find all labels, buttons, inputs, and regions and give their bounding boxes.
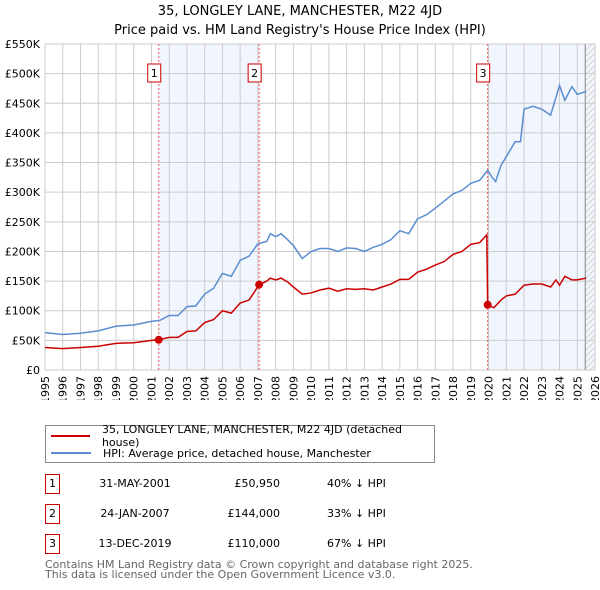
sale-date: 24-JAN-2007 (100, 507, 170, 520)
licence-text: This data is licensed under the Open Gov… (45, 568, 396, 581)
x-tick-label: 2021 (500, 376, 513, 400)
x-tick-label: 2000 (128, 376, 141, 400)
sale-point (483, 300, 492, 309)
x-tick-label: 2008 (270, 376, 283, 400)
y-tick-label: £150K (5, 275, 41, 288)
x-tick-label: 2020 (483, 376, 496, 400)
sale-point (154, 335, 163, 344)
y-tick-label: £200K (5, 245, 41, 258)
x-tick-label: 2009 (287, 376, 300, 400)
x-tick-label: 2022 (518, 376, 531, 400)
red-line-swatch (51, 435, 90, 437)
x-tick-label: 1999 (110, 376, 123, 400)
sale-price: £144,000 (227, 507, 281, 520)
copyright-text: Contains HM Land Registry data © Crown c… (45, 558, 473, 571)
legend-item-property: 35, LONGLEY LANE, MANCHESTER, M22 4JD (d… (46, 423, 434, 449)
x-tick-label: 2003 (181, 376, 194, 400)
x-tick-label: 2024 (554, 376, 567, 400)
x-tick-label: 2026 (589, 376, 600, 400)
legend-label: HPI: Average price, detached house, Manc… (103, 446, 371, 460)
x-tick-label: 1997 (74, 376, 87, 400)
y-tick-label: £350K (5, 157, 41, 170)
sale-price: £110,000 (227, 537, 281, 550)
y-tick-label: £450K (5, 97, 41, 110)
x-tick-label: 2002 (163, 376, 176, 400)
x-tick-label: 1996 (57, 376, 70, 400)
y-tick-label: £0 (26, 364, 40, 377)
x-tick-label: 2019 (465, 376, 478, 400)
hpi-diff: 40% ↓ HPI (327, 477, 386, 490)
chart-subtitle: Price paid vs. HM Land Registry's House … (114, 23, 486, 38)
x-tick-label: 2015 (394, 376, 407, 400)
series-line-hpi (44, 83, 587, 336)
hpi-diff: 33% ↓ HPI (327, 507, 386, 520)
sale-label-box (147, 63, 162, 83)
sale-label-box (247, 63, 262, 83)
sale-date: 13-DEC-2019 (98, 537, 172, 550)
x-tick-label: 2004 (199, 376, 212, 400)
x-tick-label: 2001 (145, 376, 158, 400)
sale-row: 3 13-DEC-2019 £110,000 67% ↓ HPI (45, 534, 465, 554)
sale-number-badge: 1 (45, 474, 60, 494)
series-line-property (44, 232, 587, 350)
x-tick-label: 2016 (412, 376, 425, 400)
x-tick-label: 2011 (323, 376, 336, 400)
x-tick-label: 2013 (358, 376, 371, 400)
sale-date: 31-MAY-2001 (99, 477, 171, 490)
sale-row: 1 31-MAY-2001 £50,950 40% ↓ HPI (45, 474, 465, 494)
y-tick-label: £100K (5, 305, 41, 318)
legend-item-hpi: HPI: Average price, detached house, Manc… (46, 445, 371, 461)
x-tick-label: 2007 (252, 376, 265, 400)
chart-title: 35, LONGLEY LANE, MANCHESTER, M22 4JD (158, 4, 442, 19)
y-tick-label: £400K (5, 127, 41, 140)
sale-label: 2 (251, 67, 258, 80)
y-tick-label: £500K (5, 68, 41, 81)
legend: 35, LONGLEY LANE, MANCHESTER, M22 4JD (d… (45, 423, 435, 463)
y-tick-label: £50K (12, 334, 41, 347)
sale-price: £50,950 (234, 477, 281, 490)
x-tick-label: 2006 (234, 376, 247, 400)
x-tick-label: 2017 (429, 376, 442, 400)
y-tick-label: £550K (5, 38, 41, 51)
x-tick-label: 2018 (447, 376, 460, 400)
hpi-diff: 67% ↓ HPI (327, 537, 386, 550)
y-tick-label: £300K (5, 186, 41, 199)
x-tick-label: 2010 (305, 376, 318, 400)
x-tick-label: 1995 (39, 376, 52, 400)
price-chart: 35, LONGLEY LANE, MANCHESTER, M22 4JD Pr… (5, 4, 600, 400)
y-tick-label: £250K (5, 216, 41, 229)
sale-label-box (476, 63, 491, 83)
legend-label: 35, LONGLEY LANE, MANCHESTER, M22 4JD (d… (101, 423, 402, 449)
sale-point (255, 280, 264, 289)
x-tick-label: 2014 (376, 376, 389, 400)
sale-row: 2 24-JAN-2007 £144,000 33% ↓ HPI (45, 504, 465, 524)
sale-number-badge: 3 (45, 534, 60, 554)
x-tick-label: 2012 (341, 376, 354, 400)
x-tick-label: 2023 (536, 376, 549, 400)
footer: Contains HM Land Registry data © Crown c… (45, 558, 473, 581)
blue-line-swatch (51, 452, 91, 454)
x-tick-label: 2005 (216, 376, 229, 400)
sale-label: 3 (480, 67, 487, 80)
forecast-hatch (585, 44, 595, 370)
x-tick-label: 1998 (92, 376, 105, 400)
x-tick-label: 2025 (571, 376, 584, 400)
sale-number-badge: 2 (45, 504, 60, 524)
sale-label: 1 (151, 67, 158, 80)
